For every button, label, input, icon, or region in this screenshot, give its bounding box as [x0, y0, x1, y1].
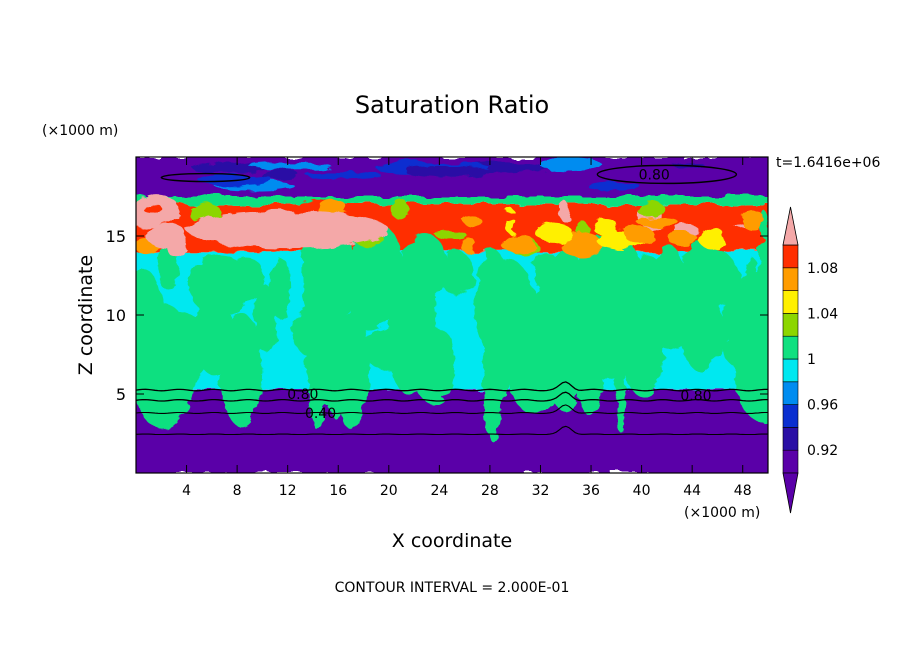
time-label: t=1.6416e+06	[776, 155, 880, 171]
colorbar-segment	[782, 267, 799, 291]
colorbar-segment	[782, 335, 799, 360]
transition-layer	[136, 196, 768, 205]
y-tick-label: 10	[106, 306, 126, 325]
x-tick-label: 32	[532, 483, 550, 499]
x-tick-label: 16	[329, 483, 347, 499]
x-tick-label: 24	[430, 483, 448, 499]
y-tick-label: 15	[106, 227, 126, 246]
contour-label: 0.80	[639, 167, 670, 183]
contour-label: 0.40	[305, 406, 336, 422]
y-axis-label: Z coordinate	[75, 255, 97, 375]
contour-line-upper-left	[160, 172, 251, 183]
contour-label: 0.80	[287, 387, 318, 403]
x-tick-label: 40	[633, 483, 651, 499]
x-tick-label: 12	[279, 483, 297, 499]
colorbar-tick-label: 0.96	[807, 398, 838, 414]
colorbar-tick-label: 1.04	[807, 306, 838, 322]
heatmap-field	[136, 157, 768, 473]
x-tick-label: 8	[233, 483, 242, 499]
x-axis-label: X coordinate	[392, 530, 512, 552]
contour-lines: 0.80 0.80 0.40 0.80	[136, 164, 768, 436]
colorbar: 0.92 0.96 1 1.04 1.08	[782, 206, 838, 514]
x-axis: 4 8 12 16 20 24 28 32 36 40 44 48	[182, 157, 752, 499]
chart-title: Saturation Ratio	[355, 91, 549, 119]
colorbar-segment	[782, 427, 799, 451]
x-tick-label: 48	[734, 483, 752, 499]
x-tick-label: 44	[683, 483, 701, 499]
x-tick-label: 36	[582, 483, 600, 499]
y-tick-label: 5	[116, 385, 126, 404]
contour-label: 0.80	[680, 389, 711, 405]
colorbar-tick-label: 1	[807, 352, 816, 368]
y-unit-label: (×1000 m)	[42, 123, 118, 139]
contour-line-upper	[596, 164, 738, 185]
colorbar-tick-label: 1.08	[807, 261, 838, 277]
colorbar-segment	[782, 244, 799, 269]
contour-line-2	[136, 404, 768, 414]
colorbar-tick-label: 0.92	[807, 443, 838, 459]
contour-line-3	[136, 425, 768, 436]
colorbar-segment	[782, 449, 799, 474]
x-tick-label: 20	[380, 483, 398, 499]
colorbar-segment	[782, 404, 799, 428]
contour-line-1	[136, 391, 768, 402]
contour-interval-footer: CONTOUR INTERVAL = 2.000E-01	[335, 580, 570, 596]
y-axis: 5 10 15	[106, 227, 768, 404]
colorbar-over-arrow	[782, 206, 799, 246]
x-tick-label: 4	[182, 483, 191, 499]
colorbar-segment	[782, 313, 799, 337]
x-unit-label: (×1000 m)	[684, 505, 760, 521]
x-tick-label: 28	[481, 483, 499, 499]
colorbar-segment	[782, 358, 799, 383]
colorbar-under-arrow	[782, 472, 799, 514]
colorbar-segment	[782, 381, 799, 405]
colorbar-segment	[782, 290, 799, 314]
contour-line-0	[136, 381, 768, 392]
